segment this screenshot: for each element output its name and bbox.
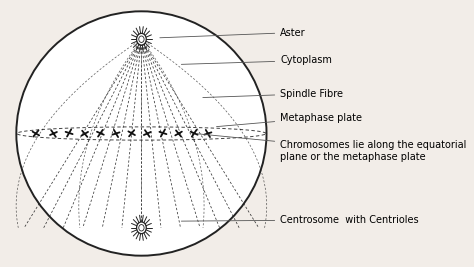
Text: Spindle Fibre: Spindle Fibre (203, 89, 343, 99)
Text: Cytoplasm: Cytoplasm (182, 56, 332, 65)
Ellipse shape (137, 222, 146, 234)
Ellipse shape (16, 11, 266, 256)
Text: Centrosome  with Centrioles: Centrosome with Centrioles (182, 215, 419, 225)
Text: Metaphase plate: Metaphase plate (217, 113, 362, 127)
Text: Chromosomes lie along the equatorial
plane or the metaphase plate: Chromosomes lie along the equatorial pla… (197, 134, 466, 162)
Ellipse shape (137, 33, 146, 45)
Text: Aster: Aster (160, 28, 306, 38)
